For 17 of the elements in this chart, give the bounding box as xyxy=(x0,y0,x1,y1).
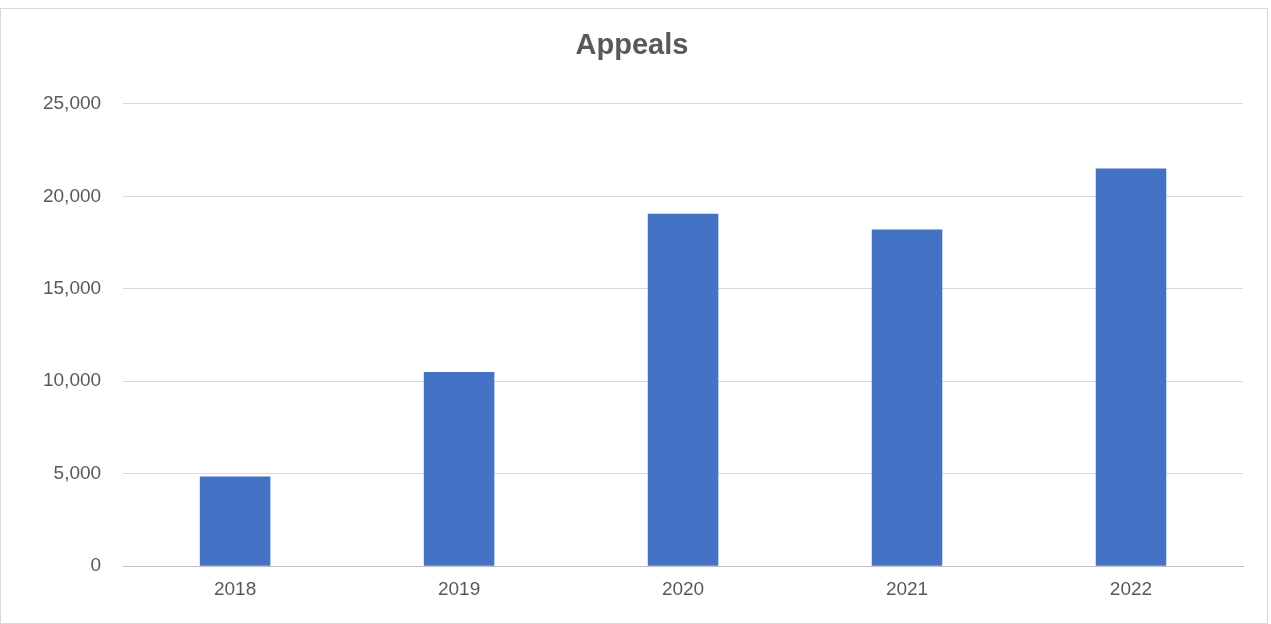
y-tick-label: 10,000 xyxy=(42,369,102,391)
bar xyxy=(647,213,719,566)
x-tick-label: 2020 xyxy=(661,577,705,599)
x-tick-label: 2019 xyxy=(437,577,481,599)
bar xyxy=(871,229,943,566)
x-tick-label: 2022 xyxy=(1109,577,1153,599)
y-tick-label: 5,000 xyxy=(53,461,102,483)
y-tick-label: 20,000 xyxy=(42,184,102,206)
y-tick-label: 25,000 xyxy=(42,92,102,114)
chart-title: Appeals xyxy=(575,28,689,61)
bar xyxy=(423,371,495,566)
bar xyxy=(199,476,271,566)
y-tick-label: 0 xyxy=(90,554,102,576)
y-tick-label: 15,000 xyxy=(42,276,102,298)
x-tick-label: 2021 xyxy=(885,577,929,599)
x-tick-label: 2018 xyxy=(213,577,257,599)
bar xyxy=(1095,168,1167,566)
